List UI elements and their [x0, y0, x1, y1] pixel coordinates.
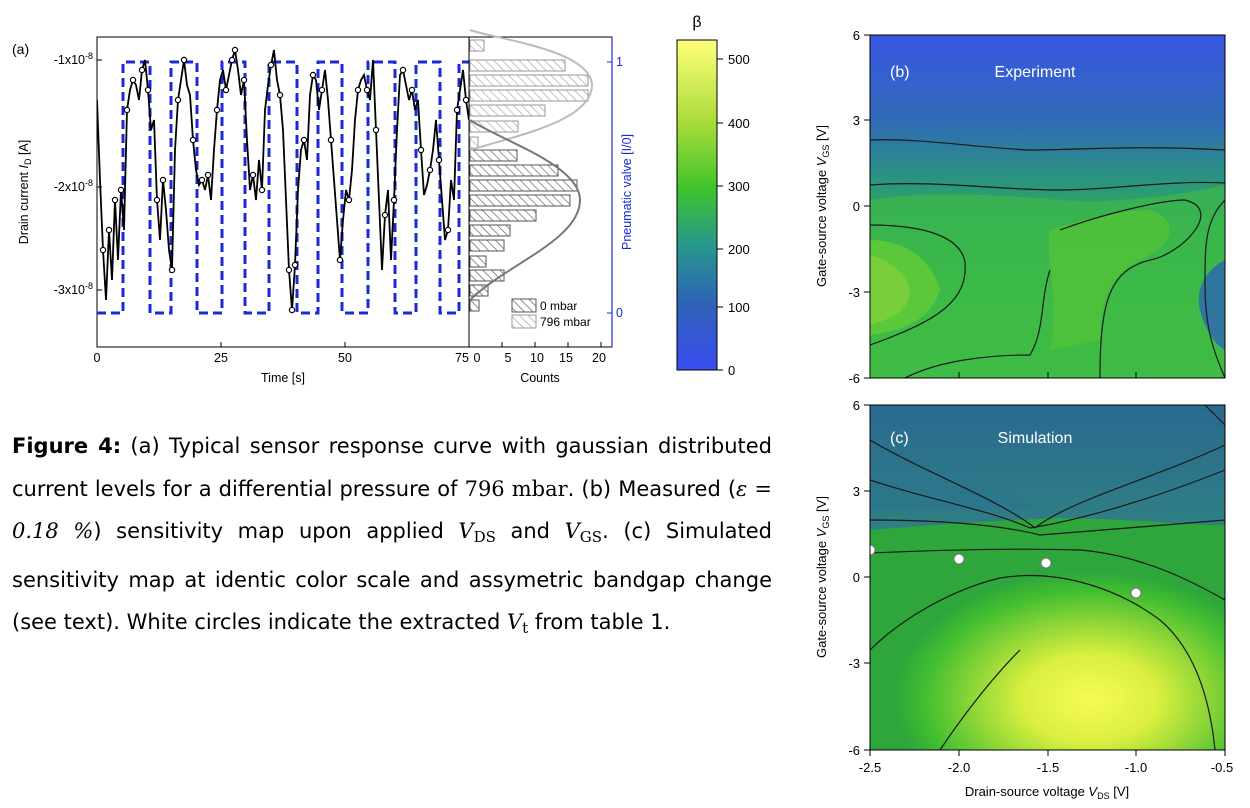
drain-current-line — [97, 49, 469, 311]
svg-text:3: 3 — [853, 113, 860, 128]
svg-text:-2x10-8: -2x10-8 — [54, 178, 93, 194]
panel-c-label: (c) — [890, 430, 909, 447]
svg-text:25: 25 — [214, 351, 228, 365]
caption-vt-var: V — [506, 610, 523, 634]
svg-text:-6: -6 — [848, 743, 860, 758]
svg-text:-3: -3 — [848, 285, 860, 300]
valve-axis-ticks — [607, 61, 612, 314]
caption-text-2: . (b) Measured ( — [567, 476, 737, 501]
svg-text:-1.0: -1.0 — [1125, 760, 1147, 775]
vt-circles — [870, 544, 1142, 599]
caption-vgs-var: V — [564, 519, 580, 543]
gauss-fit-796 — [469, 29, 594, 151]
legend-0-mbar: 0 mbar — [540, 299, 577, 313]
current-tick-labels: -1x10-8 -2x10-8 -3x10-8 — [54, 51, 93, 297]
panel-c-ticks — [864, 404, 1226, 756]
svg-text:0: 0 — [616, 306, 623, 320]
caption-text-6: from table 1. — [528, 610, 671, 634]
panel-c-y-tick-labels: 6 3 0 -3 -6 — [848, 398, 860, 758]
drain-current-points — [99, 46, 469, 314]
panel-c-y-axis-label: Gate-source voltage VGS [V] — [814, 496, 831, 658]
time-tick-labels: 0 25 50 75 — [94, 351, 469, 365]
panel-b-y-ticks — [864, 34, 1137, 379]
panel-b-y-tick-labels: 6 3 0 -3 -6 — [848, 28, 860, 386]
caption-pressure: 796 mbar — [464, 476, 568, 501]
panel-c: (c) Simulation 6 3 0 -3 -6 -2.5 -2.0 -1.… — [814, 398, 1233, 801]
svg-text:-1.5: -1.5 — [1037, 760, 1059, 775]
svg-text:15: 15 — [559, 351, 573, 365]
svg-text:0: 0 — [474, 351, 481, 365]
svg-text:100: 100 — [728, 300, 750, 315]
svg-text:5: 5 — [505, 351, 512, 365]
valve-tick-labels: 1 0 — [616, 55, 623, 320]
time-axis-label: Time [s] — [261, 371, 305, 385]
svg-text:-1x10-8: -1x10-8 — [54, 51, 93, 67]
legend-796-mbar: 796 mbar — [540, 315, 591, 329]
svg-text:20: 20 — [592, 351, 606, 365]
counts-tick-labels: 0 5 10 15 20 — [474, 351, 606, 365]
svg-text:-3x10-8: -3x10-8 — [54, 281, 93, 297]
caption-text-1: (a) Typical sensor response curve with g… — [12, 434, 772, 501]
svg-text:50: 50 — [338, 351, 352, 365]
counts-axis-label: Counts — [520, 371, 560, 385]
panel-c-x-tick-labels: -2.5 -2.0 -1.5 -1.0 -0.5 — [859, 760, 1233, 775]
svg-text:6: 6 — [853, 398, 860, 413]
caption-vt-sub: t — [522, 619, 529, 637]
svg-text:200: 200 — [728, 242, 750, 257]
figure-caption: Figure 4: (a) Typical sensor response cu… — [12, 425, 772, 650]
colorbar: β 500 400 300 200 100 0 — [676, 14, 750, 378]
svg-text:-6: -6 — [848, 371, 860, 386]
current-axis-label: Drain current ID [A] — [17, 140, 33, 244]
svg-text:-2.0: -2.0 — [948, 760, 970, 775]
colorbar-tick-labels: 500 400 300 200 100 0 — [728, 52, 750, 378]
histogram-796-bars — [469, 39, 589, 149]
caption-epsilon: ε = 0.18 % — [12, 476, 772, 544]
panel-c-title: Simulation — [998, 430, 1073, 447]
panel-a-frame — [96, 36, 470, 348]
counts-axis-ticks — [468, 342, 602, 347]
svg-text:3: 3 — [853, 484, 860, 499]
caption-vds-var: V — [458, 519, 474, 543]
caption-vgs-sub: GS — [579, 528, 603, 546]
svg-text:-3: -3 — [848, 656, 860, 671]
panel-b: (b) Experiment 6 3 0 -3 -6 Gate-source v… — [814, 28, 1226, 386]
svg-text:-0.5: -0.5 — [1211, 760, 1233, 775]
panel-a-label: (a) — [12, 41, 29, 57]
histogram-0-bars — [469, 149, 578, 312]
svg-text:10: 10 — [530, 351, 544, 365]
colorbar-ticks — [717, 58, 723, 371]
colorbar-scale — [676, 39, 718, 371]
gauss-fit-0 — [469, 119, 582, 301]
simulation-contours — [870, 405, 1225, 750]
caption-figure-label: Figure 4: — [12, 434, 122, 458]
svg-text:75: 75 — [455, 351, 469, 365]
svg-text:6: 6 — [853, 28, 860, 43]
svg-text:500: 500 — [728, 52, 750, 67]
svg-text:0: 0 — [853, 570, 860, 585]
svg-text:1: 1 — [616, 55, 623, 69]
caption-text-4: and — [495, 519, 565, 543]
caption-text-5: . (c) Simulated sensitivity map at ident… — [12, 519, 773, 634]
experiment-contours — [870, 139, 1225, 378]
caption-text-3: ) sensitivity map upon applied — [93, 519, 459, 543]
svg-text:-2.5: -2.5 — [859, 760, 881, 775]
panel-a: (a) — [12, 29, 634, 385]
svg-text:0: 0 — [94, 351, 101, 365]
panel-b-label: (b) — [890, 64, 910, 81]
svg-text:300: 300 — [728, 179, 750, 194]
valve-axis-label: Pneumatic valve [I/0] — [620, 134, 634, 250]
panel-c-x-axis-label: Drain-source voltage VDS [V] — [965, 784, 1129, 801]
panel-b-y-axis-label: Gate-source voltage VGS [V] — [814, 125, 831, 287]
svg-text:0: 0 — [853, 199, 860, 214]
panel-b-title: Experiment — [995, 64, 1076, 81]
colorbar-title: β — [692, 14, 701, 31]
svg-text:0: 0 — [728, 363, 735, 378]
histogram-legend: 0 mbar 796 mbar — [511, 298, 591, 329]
caption-vds-sub: DS — [473, 528, 496, 546]
svg-text:400: 400 — [728, 116, 750, 131]
